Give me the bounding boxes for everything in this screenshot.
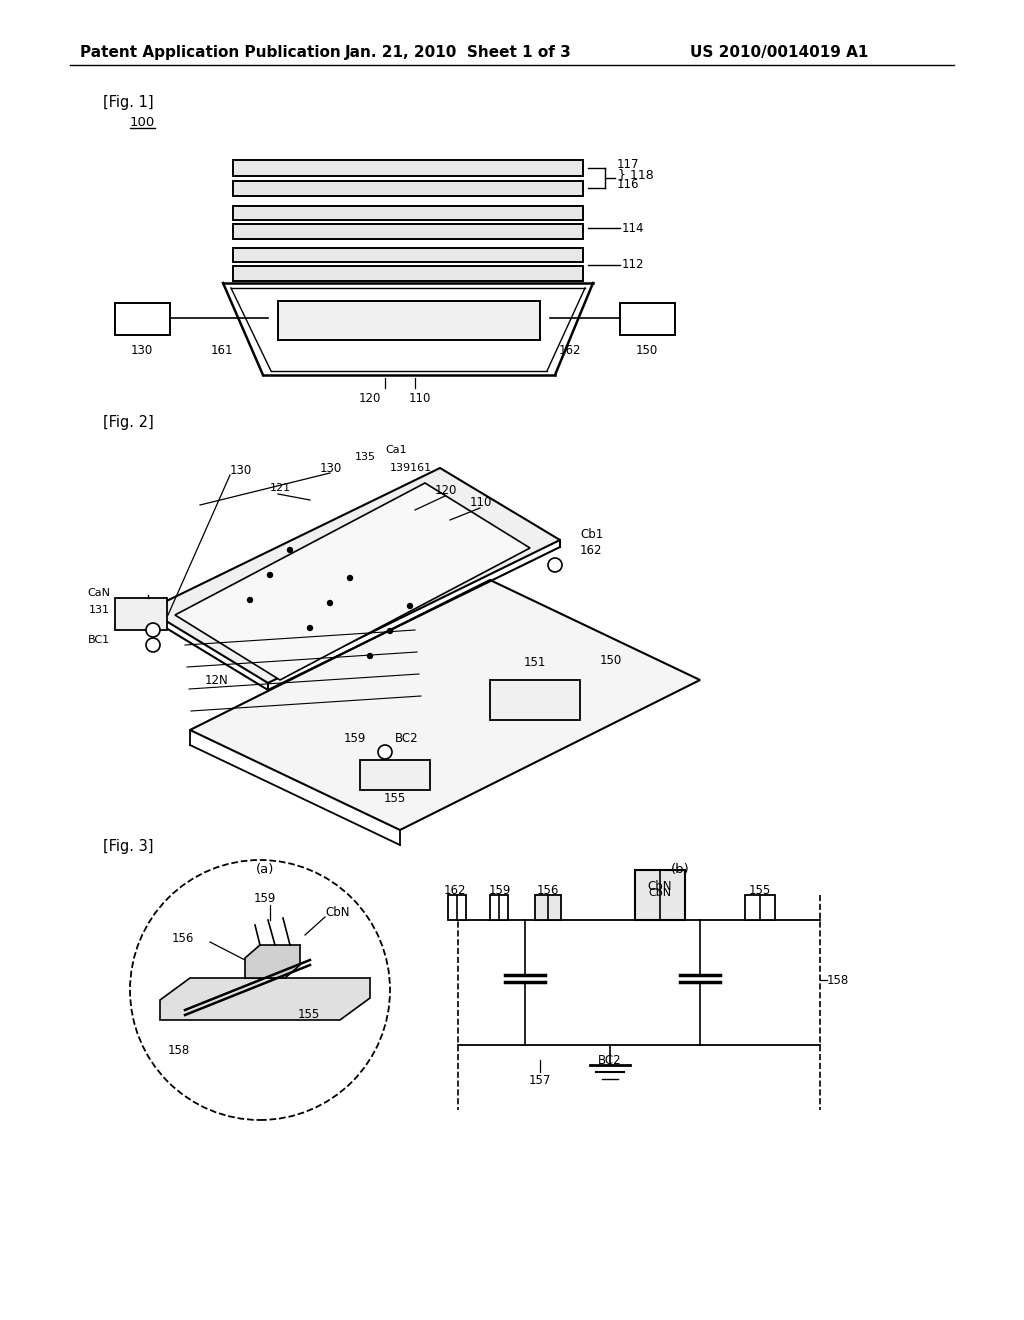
Polygon shape <box>160 978 370 1020</box>
Text: 151: 151 <box>524 656 546 668</box>
Bar <box>535 895 561 920</box>
Circle shape <box>328 601 333 606</box>
Text: Cb1: Cb1 <box>580 528 603 541</box>
Text: 155: 155 <box>749 883 771 896</box>
Text: US 2010/0014019 A1: US 2010/0014019 A1 <box>690 45 868 59</box>
Bar <box>115 598 167 630</box>
Text: 114: 114 <box>622 222 644 235</box>
Bar <box>233 267 583 281</box>
Text: 120: 120 <box>435 483 458 496</box>
Bar <box>233 160 583 176</box>
Text: 158: 158 <box>827 974 849 986</box>
Text: 158: 158 <box>168 1044 190 1056</box>
Circle shape <box>307 626 312 631</box>
Text: 159: 159 <box>344 731 367 744</box>
Text: BC1: BC1 <box>88 635 110 645</box>
Circle shape <box>408 603 413 609</box>
Circle shape <box>248 598 253 602</box>
Text: 155: 155 <box>384 792 407 804</box>
Text: CbN: CbN <box>325 906 349 919</box>
Text: 130: 130 <box>319 462 342 474</box>
Bar <box>233 224 583 239</box>
Bar <box>449 895 466 920</box>
Text: [Fig. 2]: [Fig. 2] <box>103 414 154 429</box>
Polygon shape <box>190 579 700 830</box>
Circle shape <box>548 558 562 572</box>
Circle shape <box>378 744 392 759</box>
Text: [Fig. 1]: [Fig. 1] <box>103 95 154 111</box>
Text: Jan. 21, 2010  Sheet 1 of 3: Jan. 21, 2010 Sheet 1 of 3 <box>345 45 571 59</box>
Text: Ca1: Ca1 <box>385 445 407 455</box>
Bar <box>233 248 583 261</box>
Polygon shape <box>245 945 300 978</box>
Text: 156: 156 <box>537 883 559 896</box>
Circle shape <box>146 638 160 652</box>
Text: 130: 130 <box>230 463 252 477</box>
Text: 110: 110 <box>409 392 431 404</box>
Text: 162: 162 <box>580 544 602 557</box>
Text: (b): (b) <box>671 863 689 876</box>
Text: 110: 110 <box>470 495 493 508</box>
Text: 162: 162 <box>443 883 466 896</box>
Text: 121: 121 <box>270 483 291 492</box>
Polygon shape <box>148 469 560 682</box>
Text: Patent Application Publication: Patent Application Publication <box>80 45 341 59</box>
Circle shape <box>267 573 272 578</box>
Circle shape <box>387 628 392 634</box>
Bar <box>115 304 170 335</box>
Text: 159: 159 <box>254 891 276 904</box>
Circle shape <box>347 576 352 581</box>
Text: CbN: CbN <box>648 888 672 898</box>
Bar <box>233 181 583 195</box>
Text: 117: 117 <box>617 158 640 172</box>
Text: 12N: 12N <box>205 673 228 686</box>
Text: 161: 161 <box>211 343 233 356</box>
Circle shape <box>368 653 373 659</box>
Text: 120: 120 <box>358 392 381 404</box>
Text: CbN: CbN <box>648 879 672 892</box>
Text: 156: 156 <box>172 932 195 945</box>
Bar <box>490 895 508 920</box>
Circle shape <box>146 623 160 638</box>
Bar <box>620 304 675 335</box>
Text: 116: 116 <box>617 178 640 191</box>
Circle shape <box>288 548 293 553</box>
Text: (a): (a) <box>256 863 274 876</box>
Text: 139161: 139161 <box>390 463 432 473</box>
Text: 135: 135 <box>355 451 376 462</box>
Text: 157: 157 <box>528 1073 551 1086</box>
Text: } 118: } 118 <box>618 169 653 181</box>
Bar <box>635 870 685 920</box>
Polygon shape <box>175 483 530 680</box>
Text: BC2: BC2 <box>598 1053 622 1067</box>
Text: CaN: CaN <box>87 587 110 598</box>
Text: 112: 112 <box>622 259 644 272</box>
Circle shape <box>130 861 390 1119</box>
Text: 162: 162 <box>559 343 582 356</box>
Text: 150: 150 <box>636 343 658 356</box>
Text: 150: 150 <box>600 653 623 667</box>
Text: 131: 131 <box>89 605 110 615</box>
Text: [Fig. 3]: [Fig. 3] <box>103 838 154 854</box>
Bar <box>233 206 583 220</box>
Text: 155: 155 <box>298 1008 321 1022</box>
Bar <box>360 760 430 789</box>
Text: 100: 100 <box>130 116 156 128</box>
Text: BC2: BC2 <box>395 731 419 744</box>
Text: 159: 159 <box>488 883 511 896</box>
Bar <box>490 680 580 719</box>
Bar <box>745 895 775 920</box>
Text: 130: 130 <box>131 343 154 356</box>
Bar <box>278 301 540 341</box>
